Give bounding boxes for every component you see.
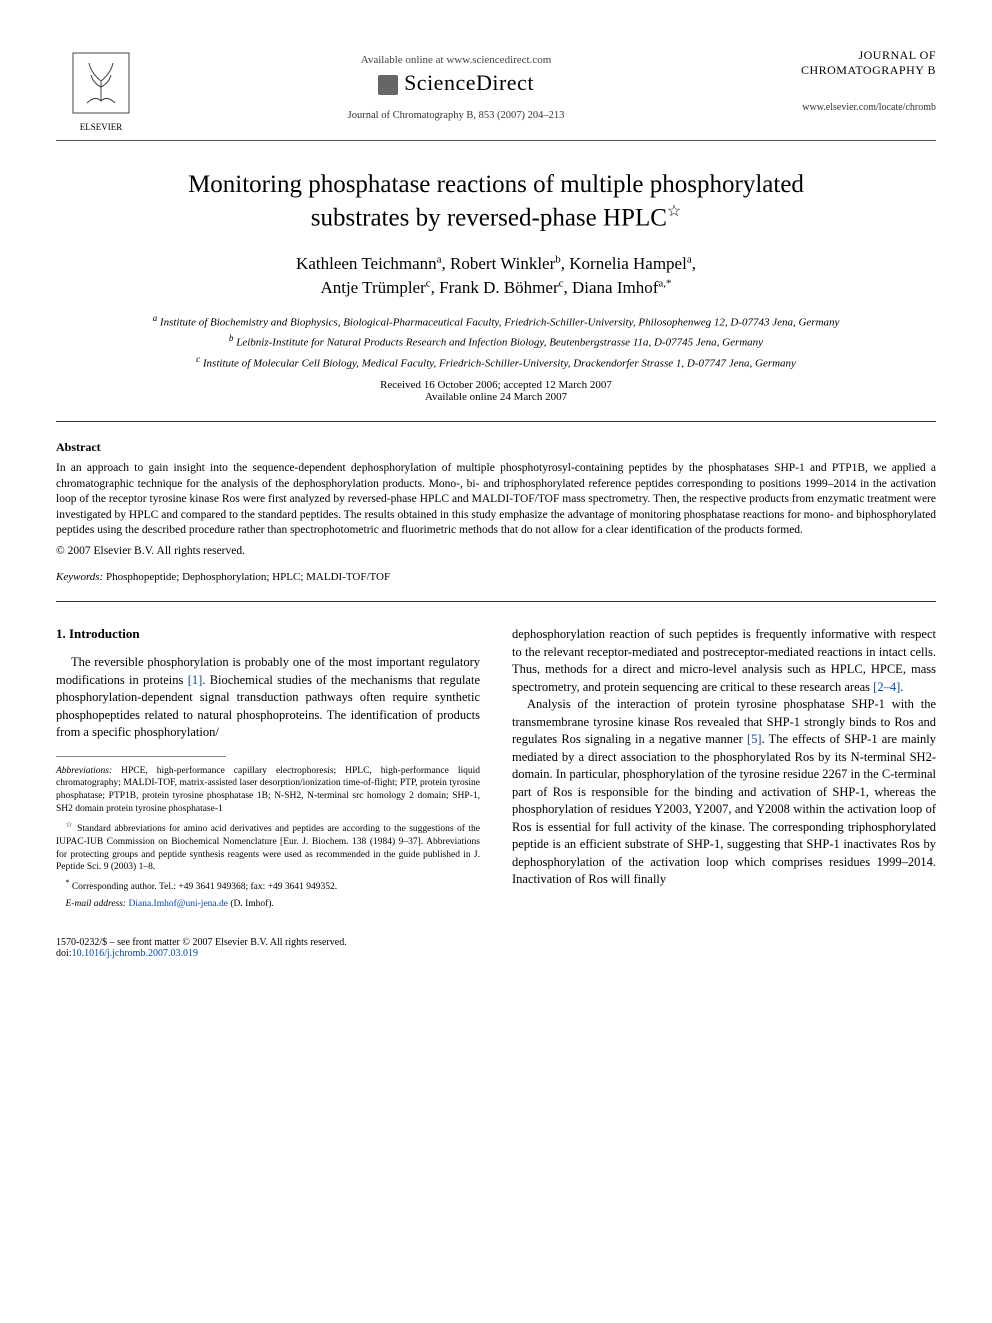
publisher-name: ELSEVIER [56,122,146,132]
intro-para-3: Analysis of the interaction of protein t… [512,696,936,889]
header-rule [56,140,936,141]
affiliation: b Leibniz-Institute for Natural Products… [56,332,936,351]
affiliation: c Institute of Molecular Cell Biology, M… [56,353,936,372]
title-footnote-star: ☆ [667,203,681,220]
sciencedirect-mark-icon [378,75,398,95]
intro-para-1: The reversible phosphorylation is probab… [56,654,480,742]
article-dates: Received 16 October 2006; accepted 12 Ma… [56,379,936,403]
elsevier-logo-block: ELSEVIER [56,48,146,132]
citation-link[interactable]: [5] [747,732,762,746]
abstract-bottom-rule [56,601,936,602]
author: Kathleen Teichmanna [296,254,441,273]
body-columns: 1. Introduction The reversible phosphory… [56,626,936,915]
keywords-label: Keywords: [56,571,103,583]
journal-reference: Journal of Chromatography B, 853 (2007) … [146,110,766,121]
footnotes-block: Abbreviations: HPCE, high-performance ca… [56,765,480,911]
abstract-heading: Abstract [56,440,936,455]
front-matter-text: 1570-0232/$ – see front matter © 2007 El… [56,937,347,948]
author: Frank D. Böhmerc [439,278,563,297]
doi-link[interactable]: 10.1016/j.jchromb.2007.03.019 [72,948,198,959]
corresponding-author-footnote: * Corresponding author. Tel.: +49 3641 9… [56,878,480,894]
star-footnote: ☆ Standard abbreviations for amino acid … [56,820,480,874]
keywords-text: Phosphopeptide; Dephosphorylation; HPLC;… [106,571,390,583]
abstract-top-rule [56,421,936,422]
author: Kornelia Hampela [569,254,691,273]
email-footnote: E-mail address: Diana.Imhof@uni-jena.de … [56,898,480,911]
locate-url: www.elsevier.com/locate/chromb [766,102,936,113]
article-title: Monitoring phosphatase reactions of mult… [56,169,936,234]
sciencedirect-name: ScienceDirect [404,70,534,95]
abbreviations-footnote: Abbreviations: HPCE, high-performance ca… [56,765,480,816]
right-column: dephosphorylation reaction of such pepti… [512,626,936,915]
available-online-text: Available online at www.sciencedirect.co… [146,54,766,66]
intro-para-2: dephosphorylation reaction of such pepti… [512,626,936,696]
authors-block: Kathleen Teichmanna, Robert Winklerb, Ko… [56,252,936,300]
journal-name: JOURNAL OF CHROMATOGRAPHY B [766,48,936,78]
abstract-copyright: © 2007 Elsevier B.V. All rights reserved… [56,545,936,557]
left-column: 1. Introduction The reversible phosphory… [56,626,480,915]
author: Antje Trümplerc [320,278,430,297]
footnote-rule [56,756,226,757]
page-footer: 1570-0232/$ – see front matter © 2007 El… [56,937,936,959]
keywords: Keywords: Phosphopeptide; Dephosphorylat… [56,571,936,583]
affiliation: a Institute of Biochemistry and Biophysi… [56,312,936,331]
sciencedirect-brand: ScienceDirect [146,70,766,96]
citation-link[interactable]: [1] [188,673,203,687]
abstract-text: In an approach to gain insight into the … [56,461,936,539]
citation-link[interactable]: [2–4] [873,680,900,694]
email-link[interactable]: Diana.Imhof@uni-jena.de [128,899,228,909]
section-heading: 1. Introduction [56,626,480,642]
center-header: Available online at www.sciencedirect.co… [146,48,766,121]
elsevier-tree-icon [66,48,136,118]
journal-right-block: JOURNAL OF CHROMATOGRAPHY B www.elsevier… [766,48,936,113]
author: Diana Imhofa,* [572,278,672,297]
author: Robert Winklerb [450,254,561,273]
journal-header: ELSEVIER Available online at www.science… [56,48,936,132]
